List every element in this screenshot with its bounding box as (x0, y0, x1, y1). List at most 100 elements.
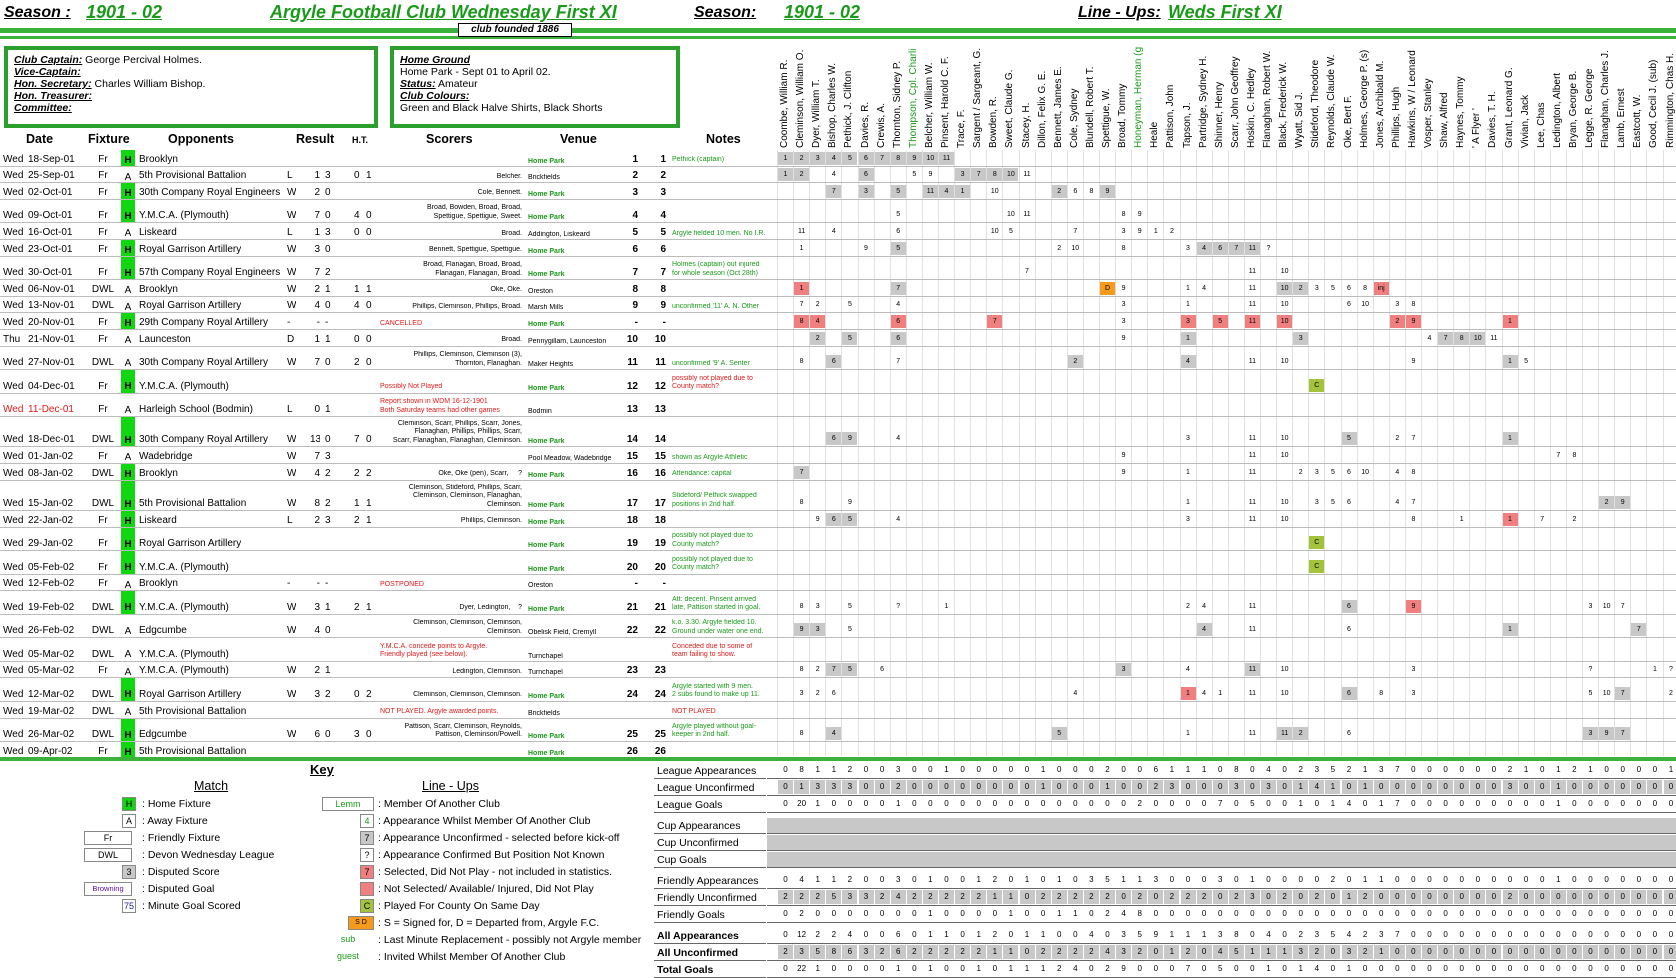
match-day: Wed (3, 404, 23, 415)
match-scorers: CANCELLED (380, 320, 522, 329)
stat-cell: 0 (1164, 873, 1179, 887)
stat-cell: 0 (1261, 797, 1276, 811)
stat-cell: 0 (1325, 890, 1340, 904)
lineup-cell: 11 (1245, 513, 1260, 526)
match-fixture-type: DWL (88, 625, 118, 636)
match-ht-for: 4 (354, 300, 360, 311)
stat-cell: 0 (971, 780, 986, 794)
lineup-cell: 4 (1197, 600, 1212, 613)
match-venue-type: H (121, 528, 135, 550)
stat-cell: 0 (1535, 890, 1550, 904)
col-result: Result (296, 132, 334, 146)
lineup-cell: 6 (826, 687, 841, 700)
stats-label: Cup Unconfirmed (654, 835, 766, 851)
lineup-cell: 11 (923, 185, 938, 198)
lineup-cell: 11 (1245, 242, 1260, 255)
player-header: Vivian, Jack (1519, 40, 1536, 150)
stat-cell: 0 (1261, 873, 1276, 887)
match-notes: shown as Argyle Athletic (672, 454, 776, 463)
stat-cell: 0 (1213, 907, 1228, 921)
stats-values (767, 835, 1676, 851)
lineup-cell: 3 (1181, 315, 1196, 328)
stat-cell: 0 (1422, 890, 1437, 904)
player-header: Eastcott, W. (1631, 40, 1648, 150)
stat-cell: 0 (1003, 780, 1018, 794)
match-venue: Oreston (528, 582, 553, 589)
lineup-cell: 9 (1406, 355, 1421, 368)
match-date: 11-Dec-01 (28, 404, 74, 415)
player-name: Trace, F. (957, 40, 967, 148)
lineup-cell: 7 (987, 315, 1002, 328)
stat-cell: 1 (1020, 962, 1035, 976)
match-ht-against: 0 (366, 434, 372, 445)
stats-label: All Unconfirmed (654, 945, 766, 961)
match-venue-type: H (121, 240, 135, 256)
stat-cell: 4 (1261, 928, 1276, 942)
match-venue: Home Park (528, 733, 565, 740)
match-result-letter: W (287, 267, 296, 278)
player-name: Flanaghan, Robert W. (1263, 40, 1273, 148)
stat-cell: 2 (1567, 763, 1582, 777)
lineup-cell: 3 (1406, 663, 1421, 676)
match-notes: Argyle fielded 10 men. No I.R. (672, 230, 776, 239)
treasurer-label: Hon. Treasurer: (14, 90, 92, 102)
stat-cell: 1 (1342, 890, 1357, 904)
match-date: 05-Feb-02 (28, 562, 74, 573)
match-fixture-type: Fr (88, 665, 118, 676)
player-name: Davies, T. H. (1488, 40, 1498, 148)
player-header: Ledington, Albert (1551, 40, 1568, 150)
lineup-cell: 4 (1197, 242, 1212, 255)
match-opponent: Wadebridge (139, 451, 193, 462)
stat-cell: 22 (794, 962, 809, 976)
stat-cell: 0 (1583, 780, 1598, 794)
colours-label: Club Colours: (400, 90, 469, 102)
lineup-cell: D (1100, 282, 1115, 295)
stat-cell: 0 (1229, 797, 1244, 811)
lineups-label: Line - Ups: (1078, 4, 1161, 22)
lineup-cell: 1 (794, 242, 809, 255)
match-scorers: Oke, Oke (pen), Scarr, ? (380, 470, 522, 479)
stat-cell: 0 (907, 928, 922, 942)
match-day: Wed (3, 187, 23, 198)
lineup-cell: 3 (1181, 242, 1196, 255)
stat-cell: 8 (1132, 907, 1147, 921)
stat-cell: 0 (1486, 890, 1501, 904)
stat-cell: 0 (1664, 797, 1676, 811)
lineup-cell: C (1309, 536, 1324, 549)
stat-cell: 0 (1519, 780, 1534, 794)
stat-cell: 0 (875, 873, 890, 887)
match-notes: Conceded due to some of team failing to … (672, 643, 776, 660)
stat-cell: 0 (1229, 962, 1244, 976)
key-symbol (360, 882, 374, 896)
stat-cell: 0 (1486, 907, 1501, 921)
match-result-letter: W (287, 625, 296, 636)
lineup-cell: 6 (1213, 242, 1228, 255)
match-venue-type: A (121, 330, 135, 346)
home-ground-value: Home Park - Sept 01 to April 02. (400, 66, 670, 78)
stat-cell: 0 (1245, 907, 1260, 921)
match-venue-type: A (121, 223, 135, 239)
match-venue-type: H (121, 183, 135, 199)
stat-cell: 5 (1213, 962, 1228, 976)
match-opponent: Y.M.C.A. (Plymouth) (139, 602, 229, 613)
match-day: Wed (3, 227, 23, 238)
stat-cell: 0 (1631, 873, 1646, 887)
lineup-cell: 1 (1503, 513, 1518, 526)
lineup-cell: 2 (810, 687, 825, 700)
match-venue: Obelisk Field, Cremyll (528, 629, 596, 636)
col-opponents: Opponents (168, 132, 234, 146)
stat-cell: 0 (1132, 763, 1147, 777)
match-result-letter: L (287, 227, 293, 238)
stat-cell: 0 (1406, 945, 1421, 959)
stat-cell: 0 (875, 907, 890, 921)
match-goals-for: 1 (310, 170, 320, 181)
key-text: : S = Signed for, D = Departed from, Arg… (378, 917, 599, 929)
stat-cell: 0 (1197, 945, 1212, 959)
match-scorers: Broad. (380, 230, 522, 239)
captain-label: Club Captain: (14, 54, 82, 66)
match-venue-type: A (121, 702, 135, 718)
player-header: Legge, R. George (1583, 40, 1600, 150)
match-opponent: Y.M.C.A. (Plymouth) (139, 562, 229, 573)
